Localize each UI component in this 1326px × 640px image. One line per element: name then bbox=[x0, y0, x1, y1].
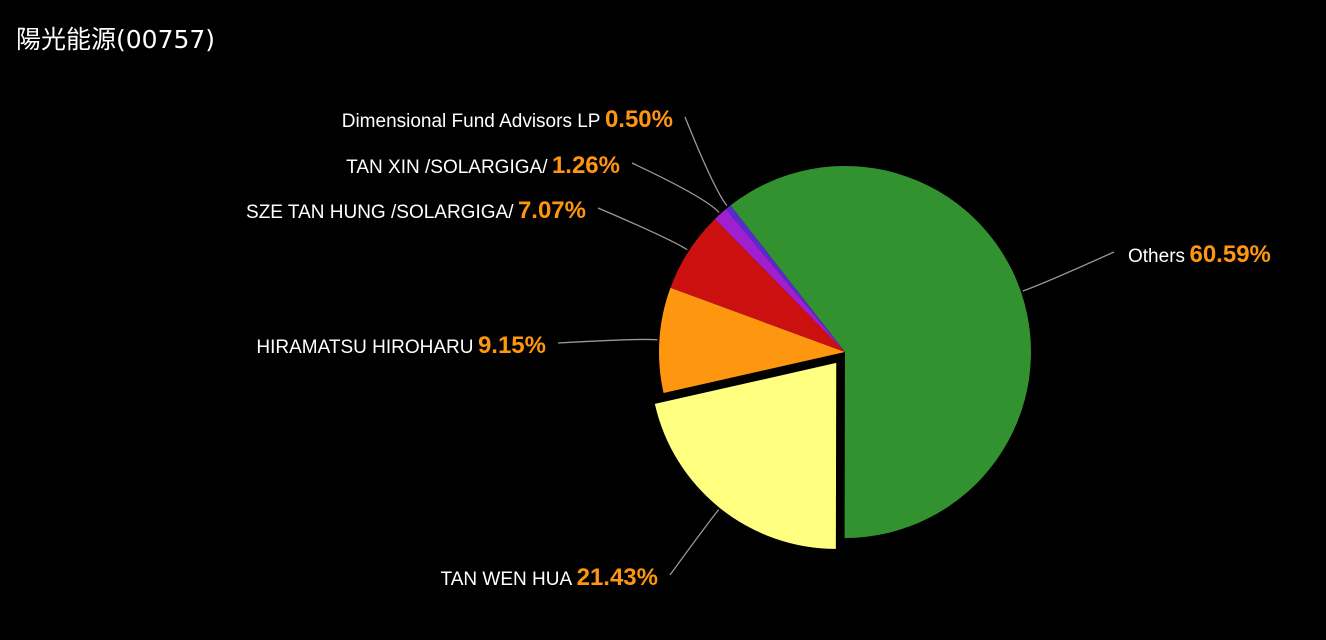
connector bbox=[631, 162, 720, 213]
data-label: TAN WEN HUA 21.43% bbox=[441, 564, 658, 591]
pie-slice bbox=[670, 218, 845, 352]
connector bbox=[684, 116, 728, 207]
label-name: TAN WEN HUA bbox=[441, 569, 573, 590]
label-name: Dimensional Fund Advisors LP bbox=[342, 111, 601, 132]
connector bbox=[597, 207, 688, 251]
pie-slice bbox=[730, 165, 1031, 538]
pie-slice bbox=[715, 209, 845, 352]
label-value: 60.59% bbox=[1189, 241, 1270, 268]
pie-slice bbox=[654, 362, 837, 549]
label-value: 9.15% bbox=[478, 332, 546, 359]
label-value: 0.50% bbox=[605, 106, 673, 133]
label-name: TAN XIN /SOLARGIGA/ bbox=[346, 157, 548, 178]
data-label: Others 60.59% bbox=[1128, 241, 1271, 268]
label-value: 21.43% bbox=[577, 564, 658, 591]
data-label: TAN XIN /SOLARGIGA/ 1.26% bbox=[346, 152, 620, 179]
pie-slice bbox=[658, 287, 845, 393]
data-label: HIRAMATSU HIROHARU 9.15% bbox=[256, 332, 546, 359]
data-label: SZE TAN HUNG /SOLARGIGA/ 7.07% bbox=[246, 197, 586, 224]
label-name: Others bbox=[1128, 246, 1185, 267]
connector bbox=[557, 338, 658, 344]
pie-slice bbox=[725, 205, 845, 352]
connector bbox=[669, 509, 720, 576]
chart-title: 陽光能源(00757) bbox=[16, 25, 215, 54]
label-value: 7.07% bbox=[518, 197, 586, 224]
data-label: Dimensional Fund Advisors LP 0.50% bbox=[342, 106, 673, 133]
label-name: HIRAMATSU HIROHARU bbox=[256, 337, 473, 358]
label-name: SZE TAN HUNG /SOLARGIGA/ bbox=[246, 202, 514, 223]
connector bbox=[1022, 251, 1115, 292]
label-value: 1.26% bbox=[552, 152, 620, 179]
